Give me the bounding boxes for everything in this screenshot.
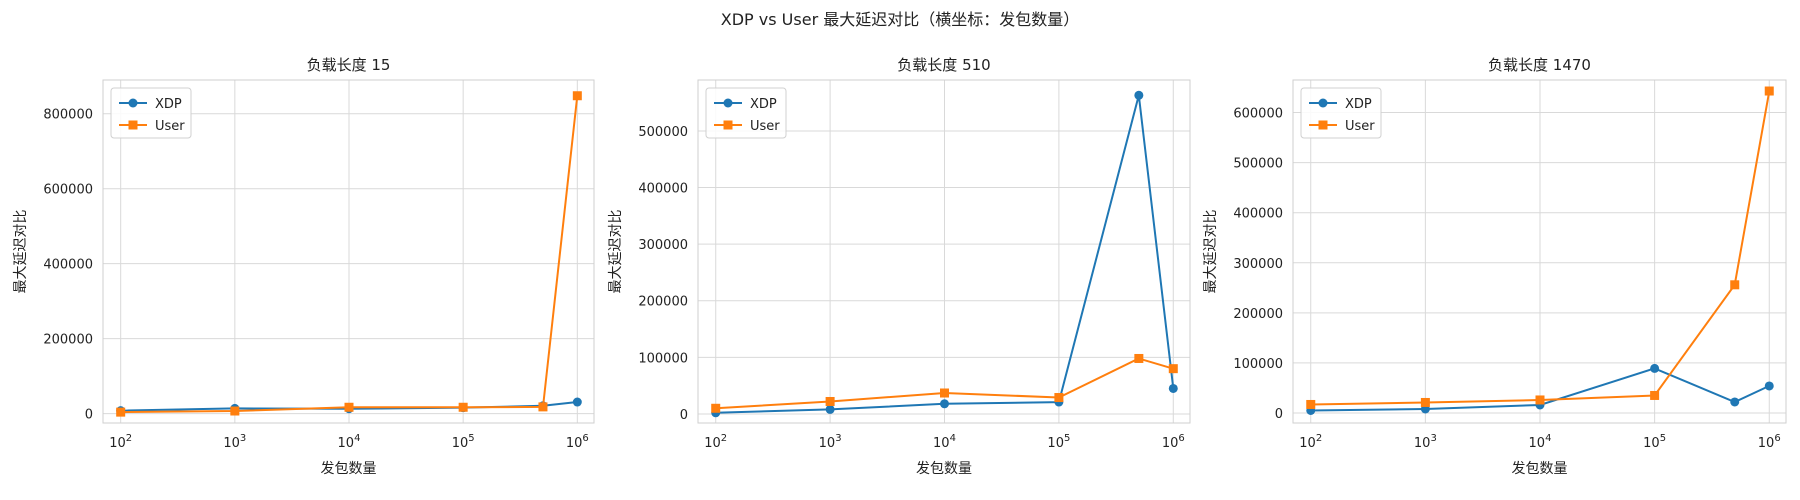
legend-marker-user xyxy=(128,120,138,130)
subplot-title: 负载长度 1470 xyxy=(1488,56,1591,74)
y-tick-label: 400000 xyxy=(1233,207,1283,222)
subplot-1: 102 103 104 105 106 0 200000 400000 600000 800000… xyxy=(13,56,595,477)
legend: XDP User xyxy=(705,87,787,139)
legend-marker-xdp xyxy=(1318,98,1328,108)
legend-label-xdp: XDP xyxy=(1345,97,1372,112)
series-line-xdp xyxy=(715,95,1175,414)
data-point-user xyxy=(711,403,721,413)
x-tick-label: 102 xyxy=(704,433,727,451)
series-line-user xyxy=(120,95,579,414)
legend-marker-user xyxy=(1318,120,1328,130)
x-axis-label: 发包数量 xyxy=(321,461,377,477)
y-tick-label: 300000 xyxy=(638,238,688,253)
legend-label-xdp: XDP xyxy=(155,97,182,112)
x-tick-label: 103 xyxy=(819,433,842,451)
data-point-xdp xyxy=(1650,363,1660,373)
legend: XDP User xyxy=(1300,87,1382,139)
data-point-xdp xyxy=(1168,383,1178,393)
x-tick-label: 105 xyxy=(452,433,475,451)
y-tick-label: 400000 xyxy=(43,258,93,273)
data-point-user xyxy=(1168,364,1178,374)
y-tick-label: 200000 xyxy=(43,333,93,348)
data-point-xdp xyxy=(940,399,950,409)
y-tick-label: 200000 xyxy=(638,295,688,310)
plot-frame xyxy=(1292,79,1787,424)
x-tick-label: 104 xyxy=(1529,433,1552,451)
series-line-user xyxy=(715,357,1174,410)
y-tick-label: 600000 xyxy=(43,183,93,198)
data-point-xdp xyxy=(1134,90,1144,100)
legend-label-user: User xyxy=(155,119,185,134)
data-point-user xyxy=(1134,353,1144,363)
data-point-user xyxy=(572,91,582,101)
data-point-xdp xyxy=(572,397,582,407)
y-tick-label: 100000 xyxy=(1233,357,1283,372)
y-tick-label: 500000 xyxy=(1233,157,1283,172)
legend-label-user: User xyxy=(1345,119,1375,134)
legend: XDP User xyxy=(110,87,192,139)
x-tick-label: 106 xyxy=(1162,433,1185,451)
y-tick-label: 800000 xyxy=(43,108,93,123)
data-point-user xyxy=(940,388,950,398)
x-tick-label: 102 xyxy=(109,433,132,451)
x-tick-label: 105 xyxy=(1643,433,1666,451)
data-point-user xyxy=(116,407,126,417)
plot-frame xyxy=(102,79,595,424)
data-point-user xyxy=(538,402,548,412)
x-tick-label: 106 xyxy=(1758,433,1781,451)
subplot-title: 负载长度 510 xyxy=(897,56,990,74)
data-point-user xyxy=(344,402,354,412)
data-point-xdp xyxy=(1730,397,1740,407)
y-axis-label: 最大延迟对比 xyxy=(13,210,29,294)
y-tick-label: 0 xyxy=(85,408,93,423)
legend-label-user: User xyxy=(750,119,780,134)
data-point-xdp xyxy=(825,404,835,414)
y-tick-label: 600000 xyxy=(1233,107,1283,122)
plot-frame xyxy=(697,79,1191,424)
data-point-user xyxy=(1306,399,1316,409)
legend-marker-xdp xyxy=(128,98,138,108)
legend-marker-xdp xyxy=(723,98,733,108)
y-axis-label: 最大延迟对比 xyxy=(1203,210,1219,294)
x-tick-label: 106 xyxy=(566,433,589,451)
x-axis-label: 发包数量 xyxy=(1512,461,1568,477)
data-point-user xyxy=(825,396,835,406)
x-axis-label: 发包数量 xyxy=(916,461,972,477)
data-point-user xyxy=(1650,390,1660,400)
data-point-user xyxy=(230,406,240,416)
y-tick-label: 100000 xyxy=(638,351,688,366)
x-tick-label: 104 xyxy=(338,433,361,451)
subplot-title: 负载长度 15 xyxy=(307,56,391,74)
data-point-xdp xyxy=(1764,381,1774,391)
x-tick-label: 102 xyxy=(1299,433,1322,451)
y-tick-label: 200000 xyxy=(1233,307,1283,322)
x-tick-label: 105 xyxy=(1047,433,1070,451)
legend-label-xdp: XDP xyxy=(750,97,777,112)
y-axis-label: 最大延迟对比 xyxy=(608,210,624,294)
data-point-user xyxy=(1054,393,1064,403)
data-point-user xyxy=(1730,280,1740,290)
y-tick-label: 300000 xyxy=(1233,257,1283,272)
subplot-2: 102 103 104 105 106 0 100000 200000 300000 400000… xyxy=(608,56,1191,477)
data-point-user xyxy=(1535,395,1545,405)
figure-title: XDP vs User 最大延迟对比（横坐标：发包数量） xyxy=(720,10,1080,29)
y-tick-label: 500000 xyxy=(638,125,688,140)
x-tick-label: 103 xyxy=(1414,433,1437,451)
data-point-user xyxy=(1420,397,1430,407)
y-tick-label: 400000 xyxy=(638,182,688,197)
data-point-user xyxy=(1764,86,1774,96)
data-point-user xyxy=(458,402,468,412)
y-tick-label: 0 xyxy=(1275,407,1283,422)
series-line-xdp xyxy=(1310,367,1770,412)
series-line-user xyxy=(1310,90,1771,406)
x-tick-label: 103 xyxy=(223,433,246,451)
y-tick-label: 0 xyxy=(680,408,688,423)
x-tick-label: 104 xyxy=(933,433,956,451)
subplot-3: 102 103 104 105 106 0 100000 200000 300000 400000… xyxy=(1203,56,1787,477)
legend-marker-user xyxy=(723,120,733,130)
